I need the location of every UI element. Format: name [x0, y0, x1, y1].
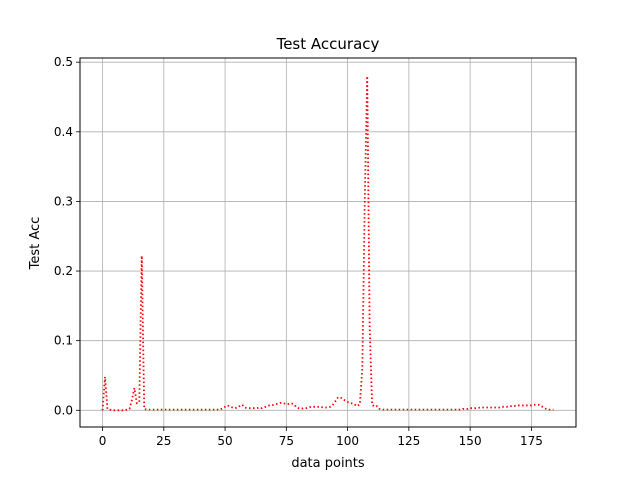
x-tick-label: 175 — [520, 434, 543, 448]
y-tick-label: 0.0 — [54, 403, 73, 417]
chart-title: Test Accuracy — [276, 35, 380, 53]
plot-area — [101, 75, 554, 412]
x-tick-label: 100 — [336, 434, 359, 448]
test-accuracy-line — [101, 75, 554, 412]
y-tick-label: 0.2 — [54, 264, 73, 278]
y-axis-label: Test Acc — [28, 217, 43, 271]
x-axis-label: data points — [291, 456, 365, 471]
x-tick-label: 0 — [99, 434, 107, 448]
y-tick-label: 0.3 — [54, 194, 73, 208]
grid — [80, 58, 576, 427]
x-tick-label: 150 — [459, 434, 482, 448]
x-tick-label: 75 — [279, 434, 294, 448]
y-tick-label: 0.4 — [54, 125, 73, 139]
y-tick-label: 0.1 — [54, 334, 73, 348]
x-tick-label: 50 — [217, 434, 232, 448]
x-tick-label: 25 — [156, 434, 171, 448]
x-tick-label: 125 — [397, 434, 420, 448]
ticks: 0 25 50 75 100 125 150 175 0.0 0.1 0.2 0.3 0.4 0.5 — [54, 55, 543, 448]
axes-frame — [79, 57, 577, 428]
y-tick-label: 0.5 — [54, 55, 73, 69]
